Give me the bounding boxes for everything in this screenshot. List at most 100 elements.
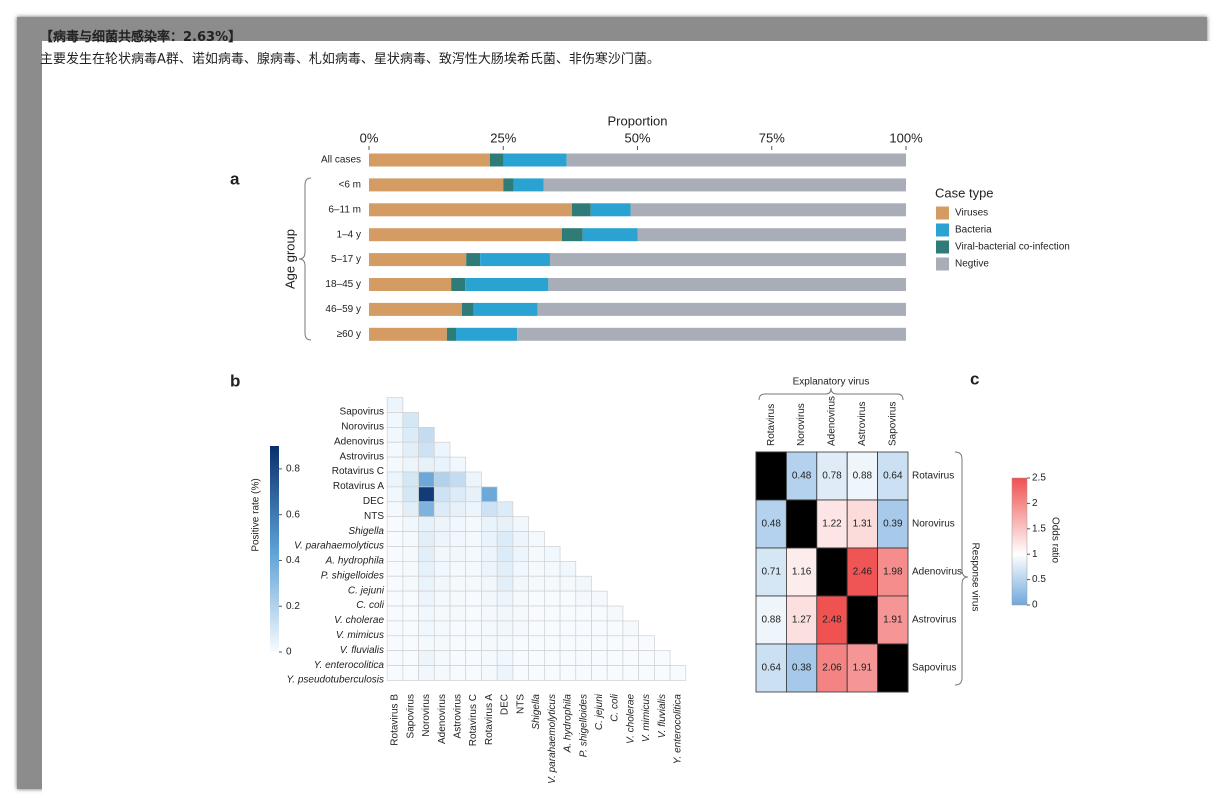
diagonal-cell bbox=[846, 595, 879, 645]
row-label: V. fluvialis bbox=[340, 645, 384, 656]
heat-cell bbox=[816, 499, 848, 549]
y-tick-label: ≥60 y bbox=[337, 329, 361, 340]
column-label: Rotavirus C bbox=[468, 694, 479, 746]
heat-cell bbox=[465, 531, 482, 547]
heat-cell bbox=[465, 620, 482, 637]
heat-cell bbox=[418, 516, 435, 532]
heat-cell bbox=[449, 620, 467, 637]
heat-cell bbox=[606, 650, 624, 666]
heat-cell bbox=[638, 665, 655, 681]
heat-cell bbox=[575, 605, 592, 622]
diagonal-cell bbox=[877, 643, 909, 693]
heat-cell bbox=[481, 635, 498, 652]
legend-swatch bbox=[936, 223, 949, 237]
heat-cell bbox=[433, 605, 451, 622]
heat-cell bbox=[786, 595, 818, 645]
cell-value: 0.64 bbox=[761, 663, 781, 674]
heat-cell bbox=[418, 635, 435, 652]
column-label: Astrovirus bbox=[453, 694, 464, 738]
bar-segment bbox=[489, 153, 504, 167]
heat-cell bbox=[402, 486, 419, 503]
bar-segment bbox=[369, 302, 462, 316]
heat-cell bbox=[433, 560, 451, 577]
cell-value: 0.48 bbox=[761, 519, 781, 530]
row-label: Y. enterocolitica bbox=[314, 660, 385, 671]
row-label: A. hydrophila bbox=[325, 556, 385, 567]
column-label: Shigella bbox=[531, 694, 542, 730]
bar-segment bbox=[369, 253, 467, 267]
age-bracket bbox=[298, 177, 312, 341]
heat-cell bbox=[512, 531, 529, 547]
row-label: Adenovirus bbox=[334, 436, 384, 447]
heat-cell bbox=[433, 650, 451, 666]
row-label: V. cholerae bbox=[334, 615, 384, 626]
y-axis-title: Age group bbox=[282, 229, 297, 289]
heat-cell bbox=[433, 665, 451, 681]
heat-cell bbox=[559, 635, 577, 652]
heat-cell bbox=[402, 441, 419, 458]
heat-cell bbox=[449, 590, 467, 607]
heat-cell bbox=[512, 635, 529, 652]
legend-swatch bbox=[936, 240, 949, 254]
heat-cell bbox=[386, 501, 404, 518]
heat-cell bbox=[449, 501, 467, 518]
heat-cell bbox=[433, 531, 451, 547]
heat-cell bbox=[559, 575, 577, 592]
heat-cell bbox=[402, 605, 419, 622]
heat-cell bbox=[449, 575, 467, 592]
x-tick-label: 100% bbox=[889, 130, 923, 145]
heat-cell bbox=[386, 605, 404, 622]
cell-value: 0.78 bbox=[822, 471, 842, 482]
heat-cell bbox=[528, 650, 545, 666]
bar-segment bbox=[455, 327, 518, 341]
legend-label: Viruses bbox=[955, 208, 988, 219]
cell-value: 0.71 bbox=[761, 567, 781, 578]
heat-cell bbox=[402, 471, 419, 488]
heat-cell bbox=[591, 665, 608, 681]
legend-swatch bbox=[936, 206, 949, 220]
heat-cell bbox=[638, 635, 655, 652]
column-label: V. mimicus bbox=[641, 694, 652, 742]
heat-cell bbox=[622, 635, 640, 652]
heat-cell bbox=[543, 546, 561, 562]
row-label: Astrovirus bbox=[912, 615, 956, 626]
heat-cell bbox=[481, 531, 498, 547]
bar-segment bbox=[369, 327, 447, 341]
heat-cell bbox=[755, 643, 787, 693]
bar-segment bbox=[566, 153, 906, 167]
bar-segment bbox=[630, 203, 906, 217]
heat-cell bbox=[846, 643, 879, 693]
legend-label: Bacteria bbox=[955, 225, 992, 236]
x-axis-title: Proportion bbox=[608, 113, 668, 128]
heat-cell bbox=[877, 499, 909, 549]
heat-cell bbox=[512, 546, 529, 562]
row-label: C. jejuni bbox=[348, 585, 385, 596]
heat-cell bbox=[606, 665, 624, 681]
heat-cell bbox=[402, 546, 419, 562]
heat-cell bbox=[449, 560, 467, 577]
colorbar-tick-label: 2 bbox=[1032, 498, 1038, 509]
column-label: V. fluvialis bbox=[657, 694, 668, 738]
column-label: P. shigelloides bbox=[578, 694, 589, 757]
heat-cell bbox=[816, 451, 848, 501]
bar-segment bbox=[590, 203, 631, 217]
heat-cell bbox=[418, 590, 435, 607]
diagonal-cell bbox=[816, 547, 848, 597]
heat-cell bbox=[496, 605, 514, 622]
cell-value: 0.39 bbox=[883, 519, 903, 530]
heat-cell bbox=[543, 560, 561, 577]
heat-cell bbox=[433, 471, 451, 488]
explanatory-bracket bbox=[758, 387, 904, 401]
heat-cell bbox=[591, 590, 608, 607]
heat-cell bbox=[386, 650, 404, 666]
heat-cell bbox=[386, 531, 404, 547]
heat-cell bbox=[496, 620, 514, 637]
heat-cell bbox=[386, 441, 404, 458]
colorbar-tick-label: 0.5 bbox=[1032, 574, 1046, 585]
column-label: C. coli bbox=[610, 693, 621, 722]
cell-value: 2.48 bbox=[822, 615, 842, 626]
heat-cell bbox=[559, 665, 577, 681]
column-label: Y. enterocolitica bbox=[673, 694, 684, 765]
